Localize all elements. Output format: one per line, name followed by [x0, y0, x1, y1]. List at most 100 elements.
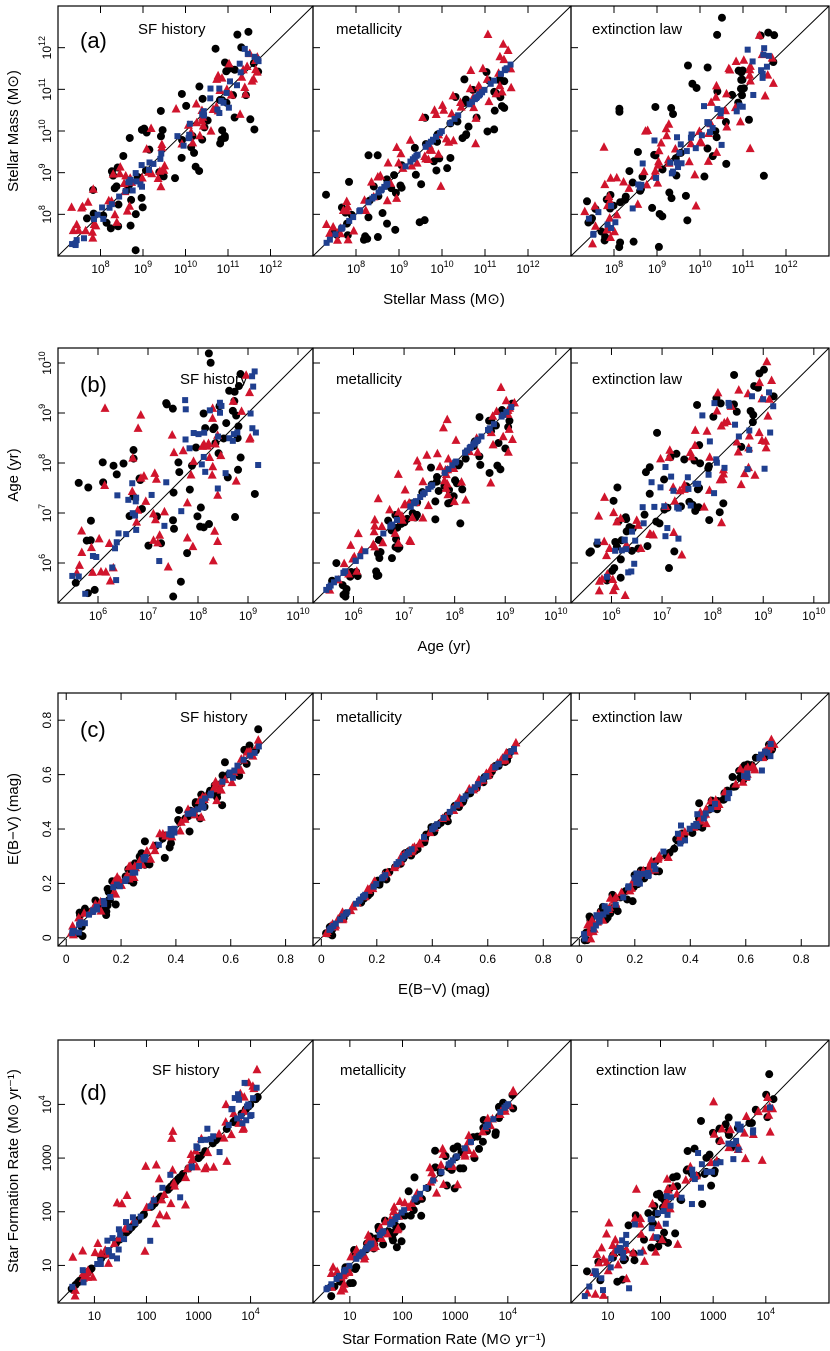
marker-red	[210, 439, 220, 448]
marker-red	[240, 82, 250, 92]
marker-blue	[161, 522, 168, 529]
marker-black	[236, 370, 245, 379]
marker-red	[471, 113, 481, 122]
marker-black	[769, 1095, 778, 1104]
marker-blue	[651, 503, 658, 510]
marker-black	[119, 459, 128, 468]
marker-black	[730, 370, 739, 379]
marker-blue	[125, 496, 132, 503]
marker-red	[86, 542, 96, 552]
marker-black	[462, 131, 471, 140]
marker-red	[738, 777, 748, 786]
marker-black	[633, 147, 642, 156]
marker-blue	[117, 1231, 124, 1238]
marker-blue	[677, 840, 684, 847]
marker-blue	[695, 480, 702, 487]
marker-red	[412, 455, 422, 465]
marker-blue	[663, 1193, 670, 1200]
x-tick-label: 0.6	[737, 952, 754, 966]
marker-blue	[208, 790, 215, 797]
marker-black	[426, 463, 435, 472]
marker-black	[137, 193, 146, 202]
marker-black	[220, 133, 229, 142]
marker-blue	[255, 743, 262, 750]
marker-red	[151, 474, 161, 483]
marker-red	[599, 536, 609, 546]
x-tick-label: 108	[445, 606, 463, 623]
marker-red	[251, 64, 261, 74]
marker-blue	[644, 869, 651, 876]
marker-black	[234, 422, 243, 431]
marker-black	[449, 1144, 458, 1153]
marker-black	[431, 1146, 440, 1155]
marker-blue	[713, 456, 720, 463]
y-tick-label: 109	[37, 404, 54, 422]
x-axis-label-a: Stellar Mass (M⊙)	[383, 291, 505, 308]
marker-red	[757, 1155, 767, 1164]
marker-red	[438, 422, 448, 432]
marker-red	[457, 477, 467, 486]
marker-black	[483, 127, 492, 136]
marker-red	[441, 133, 451, 143]
marker-red	[630, 1213, 640, 1222]
marker-blue	[185, 135, 192, 142]
panel-title-b2: metallicity	[336, 371, 402, 388]
marker-blue	[607, 1264, 614, 1271]
marker-blue	[623, 546, 630, 553]
x-tick-label: 0.2	[113, 952, 130, 966]
marker-red	[690, 425, 700, 434]
marker-red	[182, 497, 192, 507]
marker-blue	[507, 61, 514, 68]
x-tick-label: 109	[239, 606, 257, 623]
marker-red	[140, 1246, 150, 1255]
marker-blue	[207, 95, 214, 102]
marker-blue	[132, 512, 139, 519]
marker-blue	[129, 187, 136, 194]
marker-blue	[594, 913, 601, 920]
marker-red	[506, 82, 516, 92]
marker-blue	[475, 92, 482, 99]
marker-black	[460, 75, 469, 84]
marker-red	[182, 532, 192, 542]
marker-black	[669, 110, 678, 119]
marker-red	[211, 776, 221, 786]
marker-blue	[758, 67, 765, 74]
marker-blue	[126, 179, 133, 186]
marker-blue	[590, 926, 597, 933]
panel-1-2: 106 107 108 109 1010	[570, 347, 830, 623]
marker-black	[174, 1175, 183, 1184]
marker-blue	[691, 1176, 698, 1183]
marker-blue	[97, 1257, 104, 1264]
marker-red	[597, 1242, 607, 1252]
marker-red	[433, 149, 443, 158]
marker-black	[583, 197, 592, 206]
marker-red	[235, 109, 245, 118]
marker-red	[154, 1173, 164, 1183]
marker-black	[724, 1113, 733, 1122]
marker-black	[383, 219, 392, 228]
marker-red	[343, 234, 353, 244]
marker-red	[624, 183, 634, 192]
marker-blue	[421, 834, 428, 841]
panel-title-a2: metallicity	[336, 21, 402, 38]
marker-red	[488, 439, 498, 449]
marker-red	[181, 1200, 191, 1209]
marker-blue	[455, 112, 462, 119]
marker-red	[636, 543, 646, 552]
row-a: (a) SF history metallicity extinction la…	[5, 5, 830, 308]
marker-blue	[126, 1224, 133, 1231]
marker-red	[761, 442, 771, 452]
marker-red	[754, 30, 764, 39]
marker-red	[653, 178, 663, 187]
marker-blue	[750, 1127, 757, 1134]
marker-red	[642, 179, 652, 189]
marker-red	[750, 470, 760, 479]
marker-black	[343, 231, 352, 240]
marker-black	[464, 122, 473, 131]
marker-black	[137, 125, 146, 134]
marker-red	[158, 828, 168, 838]
marker-blue	[429, 482, 436, 489]
marker-blue	[590, 230, 597, 237]
marker-red	[178, 445, 188, 455]
marker-red	[620, 590, 630, 599]
